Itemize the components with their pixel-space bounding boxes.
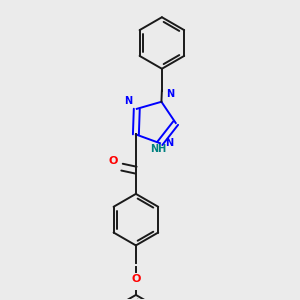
Text: O: O (131, 274, 141, 284)
Text: N: N (124, 96, 132, 106)
Text: N: N (167, 89, 175, 99)
Text: N: N (165, 138, 173, 148)
Text: O: O (108, 156, 118, 166)
Text: NH: NH (150, 144, 166, 154)
